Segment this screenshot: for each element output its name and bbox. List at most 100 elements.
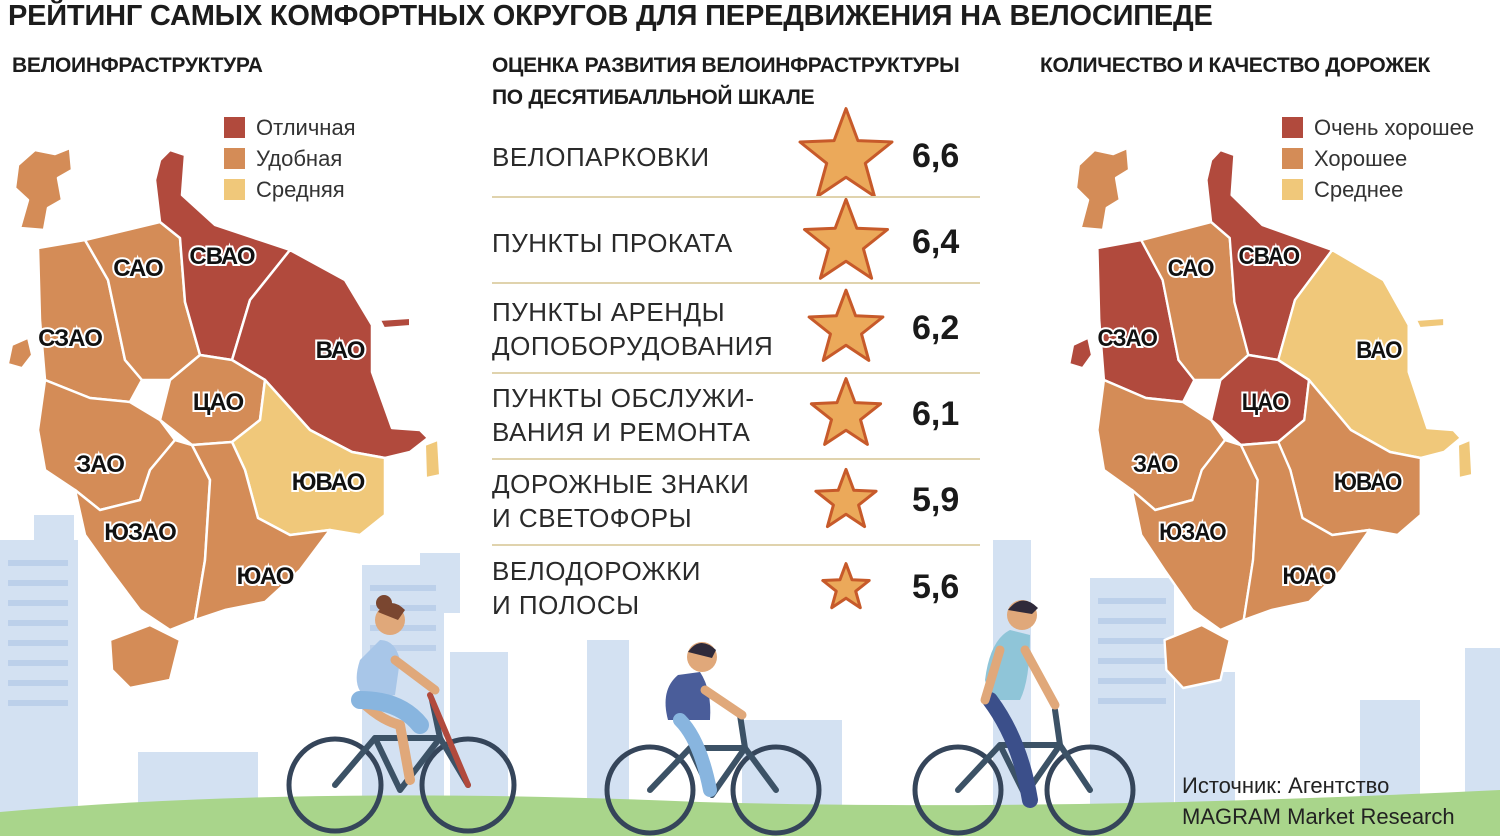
rating-label-line: ДОПОБОРУДОВАНИЯ xyxy=(492,331,774,361)
rating-star xyxy=(798,107,894,198)
right-district-map: САО СВАО СЗАО ВАО ЦАО ЗАО ЮВАО ЮЗАО ЮАО xyxy=(1068,146,1474,690)
left-map-legend: Отличная Удобная Средняя xyxy=(224,112,356,205)
rating-value: 6,1 xyxy=(912,395,960,433)
rating-value: 6,4 xyxy=(912,223,960,261)
district-label: САО xyxy=(1168,254,1215,281)
source-line-2: MAGRAM Market Research xyxy=(1182,804,1455,829)
map-enclave xyxy=(423,438,442,480)
district-yuao xyxy=(190,440,332,622)
right-map-subtitle: КОЛИЧЕСТВО И КАЧЕСТВО ДОРОЖЕК xyxy=(1040,54,1431,77)
rating-label-line: ПУНКТЫ АРЕНДЫ xyxy=(492,297,726,327)
map-enclave xyxy=(1414,316,1446,330)
legend-label: Среднее xyxy=(1314,176,1404,202)
rating-label: ПУНКТЫ ОБСЛУЖИ- ВАНИЯ И РЕМОНТА xyxy=(492,381,755,449)
district-label: ВАО xyxy=(1356,336,1402,363)
district-zelao xyxy=(13,146,74,232)
cyclist-man xyxy=(912,600,1136,836)
source-note: Источник: Агентство MAGRAM Market Resear… xyxy=(1182,770,1455,832)
district-label: ЮАО xyxy=(237,563,294,590)
rating-label-line: ВЕЛОПАРКОВКИ xyxy=(492,142,710,172)
district-label: САО xyxy=(113,255,163,282)
legend-swatch xyxy=(1282,148,1303,169)
map-enclave xyxy=(6,336,34,370)
district-tinao xyxy=(108,623,182,690)
rating-star xyxy=(807,288,885,362)
left-map-subtitle: ВЕЛОИНФРАСТРУКТУРА xyxy=(12,54,263,77)
building-windows xyxy=(8,560,1166,706)
rating-label-line: И СВЕТОФОРЫ xyxy=(492,503,693,533)
legend-swatch xyxy=(224,179,245,200)
rating-label-line: ПУНКТЫ ПРОКАТА xyxy=(492,228,733,258)
district-label: ЦАО xyxy=(1242,388,1290,415)
district-label: ЦАО xyxy=(193,389,244,416)
district-label: ЮАО xyxy=(1282,562,1336,589)
district-zelao xyxy=(1074,146,1131,232)
legend-swatch xyxy=(224,148,245,169)
rating-label: ДОРОЖНЫЕ ЗНАКИ И СВЕТОФОРЫ xyxy=(492,467,749,535)
rating-divider xyxy=(492,544,980,546)
rating-star xyxy=(809,377,883,446)
grass-hill xyxy=(0,790,1500,836)
rating-label: ВЕЛОПАРКОВКИ xyxy=(492,140,710,174)
district-label: ЗАО xyxy=(1133,450,1178,477)
legend-item: Хорошее xyxy=(1282,143,1474,174)
rating-label: ПУНКТЫ АРЕНДЫ ДОПОБОРУДОВАНИЯ xyxy=(492,295,773,363)
right-map-legend: Очень хорошее Хорошее Среднее xyxy=(1282,112,1474,205)
rating-value: 5,9 xyxy=(912,481,960,519)
rating-label: ВЕЛОДОРОЖКИ И ПОЛОСЫ xyxy=(492,554,701,622)
legend-item: Отличная xyxy=(224,112,356,143)
rating-star xyxy=(821,562,871,610)
district-label: СВАО xyxy=(189,243,254,270)
rating-value: 5,6 xyxy=(912,568,960,606)
district-label: ВАО xyxy=(316,337,365,364)
rating-label-line: ВАНИЯ И РЕМОНТА xyxy=(492,417,751,447)
legend-swatch xyxy=(224,117,245,138)
legend-label: Очень хорошее xyxy=(1314,114,1475,140)
district-label: ЮЗАО xyxy=(104,519,176,546)
rating-label: ПУНКТЫ ПРОКАТА xyxy=(492,226,733,260)
legend-swatch xyxy=(1282,117,1303,138)
rating-divider xyxy=(492,372,980,374)
legend-label: Удобная xyxy=(256,145,343,171)
legend-item: Среднее xyxy=(1282,174,1474,205)
rating-value: 6,2 xyxy=(912,309,960,347)
cyclist-woman xyxy=(286,595,517,834)
rating-divider xyxy=(492,282,980,284)
legend-swatch xyxy=(1282,179,1303,200)
rating-divider xyxy=(492,458,980,460)
rating-label-line: ПУНКТЫ ОБСЛУЖИ- xyxy=(492,383,755,413)
rating-subtitle-line-2: ПО ДЕСЯТИБАЛЛЬНОЙ ШКАЛЕ xyxy=(492,86,815,109)
rating-label-line: ДОРОЖНЫЕ ЗНАКИ xyxy=(492,469,750,499)
left-district-map: САО СВАО СЗАО ВАО ЦАО ЗАО ЮВАО ЮЗАО ЮАО xyxy=(6,146,442,690)
district-label: ЗАО xyxy=(76,451,124,478)
rating-subtitle-line-1: ОЦЕНКА РАЗВИТИЯ ВЕЛОИНФРАСТРУКТУРЫ xyxy=(492,54,960,77)
source-line-1: Источник: Агентство xyxy=(1182,773,1390,798)
page-title: РЕЙТИНГ САМЫХ КОМФОРТНЫХ ОКРУГОВ ДЛЯ ПЕР… xyxy=(8,0,1213,32)
district-label: СВАО xyxy=(1239,242,1301,269)
rating-label-line: И ПОЛОСЫ xyxy=(492,590,640,620)
rating-star xyxy=(814,467,878,529)
legend-item: Очень хорошее xyxy=(1282,112,1474,143)
map-enclave xyxy=(1068,336,1093,370)
rating-divider xyxy=(492,196,980,198)
rating-star xyxy=(803,197,889,280)
legend-item: Средняя xyxy=(224,174,356,205)
legend-label: Отличная xyxy=(256,114,356,140)
district-yuao xyxy=(1239,440,1371,622)
district-label: СЗАО xyxy=(38,325,102,352)
legend-label: Хорошее xyxy=(1314,145,1408,171)
legend-label: Средняя xyxy=(256,176,345,202)
rating-label-line: ВЕЛОДОРОЖКИ xyxy=(492,556,701,586)
district-label: ЮЗАО xyxy=(1159,518,1226,545)
rating-value: 6,6 xyxy=(912,137,960,175)
district-tinao xyxy=(1163,623,1231,690)
map-enclave xyxy=(378,316,411,330)
legend-item: Удобная xyxy=(224,143,356,174)
district-label: ЮВАО xyxy=(1334,468,1402,495)
